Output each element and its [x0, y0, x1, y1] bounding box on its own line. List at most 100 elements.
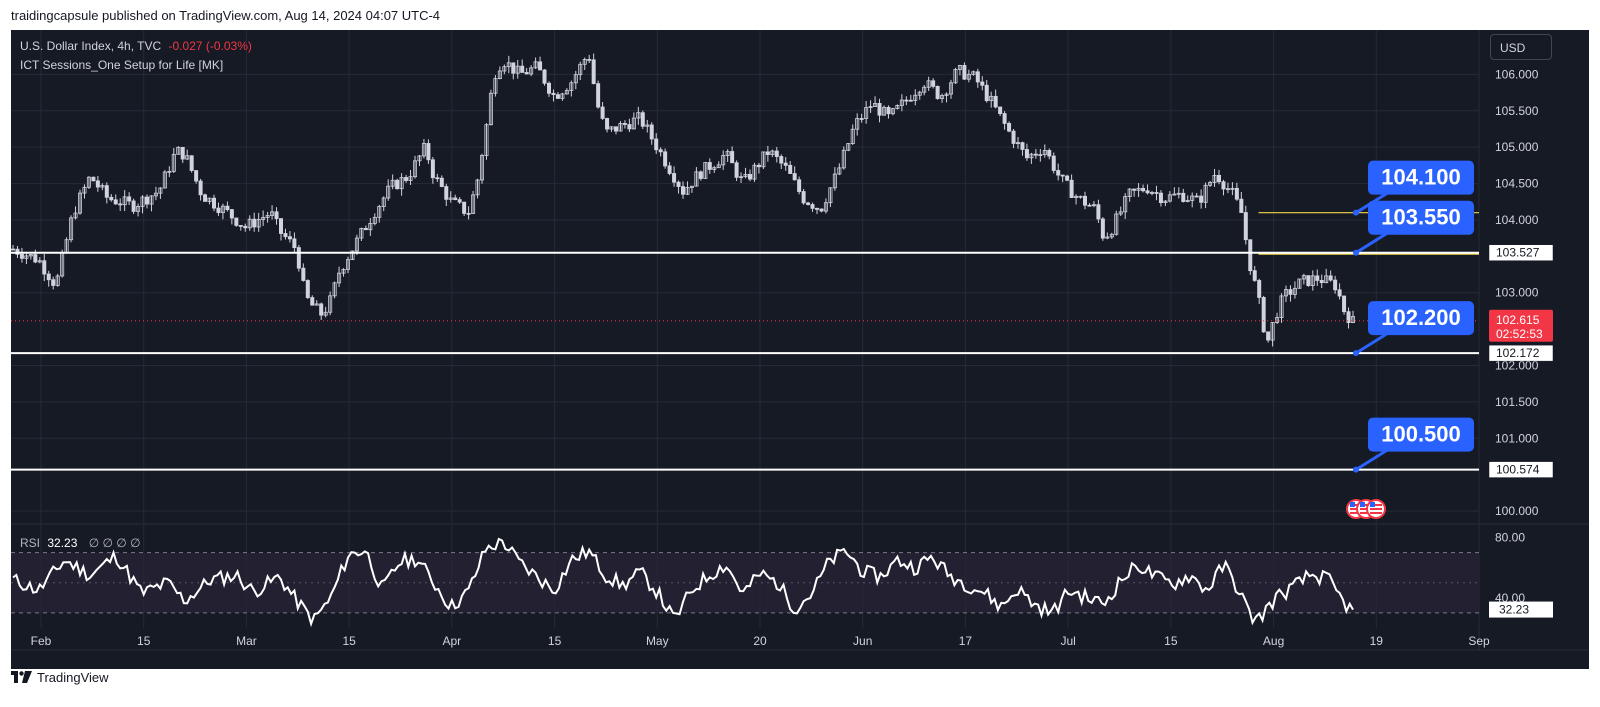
candle-body — [19, 253, 24, 259]
candle-body — [645, 124, 650, 127]
candle-body — [694, 171, 699, 187]
time-tick-label: Feb — [31, 634, 52, 648]
candle-body — [788, 164, 793, 174]
candle-body — [636, 112, 641, 119]
candle-body — [444, 186, 449, 200]
callout-anchor — [1353, 209, 1359, 216]
currency-button[interactable]: USD — [1490, 34, 1552, 60]
candle-body — [1346, 311, 1351, 323]
chart-panel[interactable]: 106.000 105.500 105.000 104.500 104.000 103.0… — [11, 30, 1589, 669]
price-chart-svg[interactable]: 106.000 105.500 105.000 104.500 104.000 103.0… — [11, 30, 1589, 669]
candle-body — [676, 181, 681, 187]
rsi-legend[interactable]: RSI 32.23 ∅ ∅ ∅ ∅ — [20, 536, 141, 550]
candle-body — [904, 99, 909, 102]
candle-body — [792, 173, 797, 181]
candle-body — [73, 212, 78, 219]
candle-body — [953, 69, 958, 84]
candle-body — [211, 197, 216, 209]
candle-body — [1225, 188, 1230, 191]
candle-body — [194, 170, 199, 182]
candle-body — [497, 70, 502, 80]
candle-body — [1123, 196, 1128, 213]
candle-body — [998, 106, 1003, 114]
candle-body — [1297, 278, 1302, 289]
candle-body — [949, 82, 954, 95]
candle-body — [82, 186, 87, 194]
time-tick-label: 15 — [548, 634, 562, 648]
candle-body — [940, 95, 945, 99]
candle-body — [1078, 195, 1083, 198]
symbol-legend[interactable]: U.S. Dollar Index, 4h, TVC -0.027 (-0.03… — [20, 39, 252, 53]
candle-body — [332, 282, 337, 297]
footer-brand: TradingView — [37, 669, 109, 685]
candle-body — [555, 94, 560, 99]
candle-body — [91, 176, 96, 182]
candle-body — [980, 81, 985, 86]
candle-body — [922, 86, 927, 93]
candle-body — [890, 108, 895, 115]
candle-body — [1172, 193, 1177, 196]
candle-body — [462, 201, 467, 214]
candle-body — [511, 62, 516, 74]
candle-body — [238, 225, 243, 227]
candle-body — [247, 218, 252, 229]
candle-body — [395, 179, 400, 190]
candle-body — [743, 173, 748, 178]
candle-body — [381, 197, 386, 207]
indicator-legend[interactable]: ICT Sessions_One Setup for Life [MK] — [20, 58, 224, 72]
candle-body — [506, 62, 511, 68]
candle-body — [1016, 142, 1021, 145]
candle-body — [51, 279, 56, 286]
candle-body — [198, 180, 203, 196]
candle-body — [1033, 153, 1038, 156]
candle-body — [1020, 142, 1025, 150]
level-badge — [1488, 461, 1554, 478]
candle-body — [806, 202, 811, 205]
candle-body — [962, 65, 967, 80]
rsi-tick-label: 40.00 — [1495, 591, 1525, 605]
candle-body — [399, 177, 404, 190]
candle-body — [377, 206, 382, 218]
candle-body — [46, 273, 51, 281]
candle-body — [993, 95, 998, 108]
candle-body — [171, 153, 176, 172]
candle-body — [864, 107, 869, 119]
candle-body — [363, 227, 368, 231]
candle-body — [256, 219, 261, 228]
candle-body — [515, 65, 520, 74]
callout-box — [1368, 200, 1474, 235]
candle-body — [895, 104, 900, 109]
candle-body — [439, 177, 444, 187]
candle-body — [765, 151, 770, 155]
candle-body — [899, 99, 904, 106]
rsi-current-label: 32.23 — [1499, 603, 1529, 617]
candle-body — [270, 211, 275, 216]
candle-body — [774, 150, 779, 157]
candle-body — [1163, 200, 1168, 204]
candle-body — [649, 124, 654, 140]
candle-body — [1261, 297, 1266, 333]
price-tick-label: 103.000 — [1495, 286, 1539, 300]
candle-body — [1319, 280, 1324, 284]
candle-body — [882, 106, 887, 116]
candle-body — [913, 94, 918, 101]
candle-body — [832, 173, 837, 189]
candle-body — [1257, 280, 1262, 298]
candle-body — [1310, 275, 1315, 286]
candle-body — [359, 227, 364, 239]
price-tick-label: 104.500 — [1495, 177, 1539, 191]
candle-body — [350, 250, 355, 261]
candle-body — [931, 80, 936, 87]
price-tick-label: 106.000 — [1495, 67, 1539, 81]
tradingview-logo-icon — [11, 671, 32, 683]
candle-body — [578, 63, 583, 76]
candle-body — [1141, 187, 1146, 192]
candle-body — [1114, 213, 1119, 235]
candle-body — [435, 177, 440, 180]
callout-arrow — [1355, 331, 1389, 355]
price-tick-label: 105.000 — [1495, 140, 1539, 154]
time-tick-label: 15 — [342, 634, 356, 648]
candle-body — [538, 61, 543, 71]
candle-body — [640, 112, 645, 127]
candle-body — [1011, 130, 1016, 144]
